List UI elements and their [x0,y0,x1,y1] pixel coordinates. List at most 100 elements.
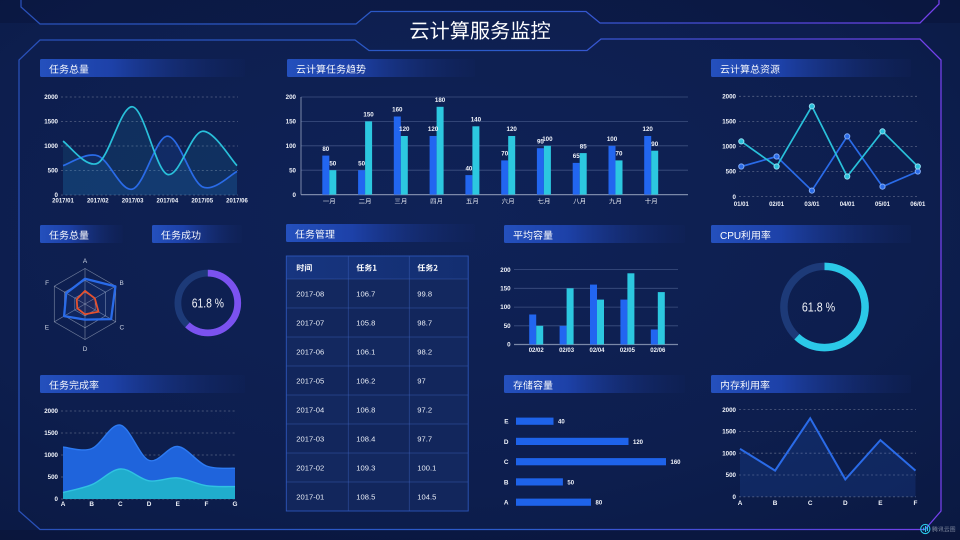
svg-text:105.8: 105.8 [356,318,375,327]
svg-text:2017-05: 2017-05 [296,376,324,385]
svg-text:100: 100 [607,136,618,143]
svg-text:120: 120 [428,126,439,133]
svg-text:104.5: 104.5 [417,492,436,501]
svg-text:2017-06: 2017-06 [296,347,324,356]
svg-text:2017-04: 2017-04 [296,405,324,414]
svg-text:2017/03: 2017/03 [122,198,144,204]
svg-text:50: 50 [567,480,574,486]
svg-text:D: D [147,501,152,508]
svg-text:150: 150 [500,286,511,293]
svg-text:106.7: 106.7 [356,289,375,298]
svg-text:2017-02: 2017-02 [296,463,324,472]
svg-text:02/03: 02/03 [559,348,575,354]
svg-text:80: 80 [322,146,329,153]
svg-text:2017/01: 2017/01 [52,198,74,204]
svg-text:500: 500 [726,472,737,479]
svg-text:02/05: 02/05 [620,348,636,354]
svg-text:160: 160 [671,460,682,466]
svg-text:2000: 2000 [722,407,736,414]
svg-text:70: 70 [501,151,508,158]
svg-text:2017/05: 2017/05 [191,198,213,204]
svg-text:C: C [808,500,813,507]
svg-text:85: 85 [580,143,587,150]
svg-text:150: 150 [363,112,374,119]
svg-text:E: E [504,419,509,426]
svg-text:500: 500 [726,169,737,176]
svg-text:E: E [45,325,49,332]
svg-text:06/01: 06/01 [910,202,926,208]
svg-text:50: 50 [289,167,296,174]
svg-text:B: B [773,500,778,507]
svg-text:2000: 2000 [44,94,58,101]
svg-text:01/01: 01/01 [734,202,750,208]
svg-text:1500: 1500 [722,119,736,126]
svg-text:106.2: 106.2 [356,376,375,385]
svg-text:D: D [83,346,88,353]
svg-text:180: 180 [435,97,446,104]
svg-text:2017-03: 2017-03 [296,434,324,443]
svg-text:100: 100 [286,143,297,150]
svg-text:CPU: CPU [720,231,741,242]
svg-text:120: 120 [507,126,518,133]
svg-text:C: C [118,501,123,508]
svg-text:1500: 1500 [44,119,58,126]
svg-text:0: 0 [55,192,59,199]
svg-text:03/01: 03/01 [804,202,820,208]
svg-text:90: 90 [651,141,658,148]
svg-text:A: A [61,501,66,508]
svg-text:0: 0 [507,342,511,349]
svg-text:150: 150 [286,119,297,126]
svg-text:B: B [89,501,94,508]
svg-text:120: 120 [399,126,410,133]
svg-text:E: E [878,500,883,507]
svg-text:2017-07: 2017-07 [296,318,324,327]
svg-text:70: 70 [616,151,623,158]
svg-text:A: A [738,500,743,507]
svg-text:97.7: 97.7 [417,434,432,443]
svg-text:2017-08: 2017-08 [296,289,324,298]
svg-text:99.8: 99.8 [417,289,432,298]
svg-text:0: 0 [293,192,297,199]
svg-text:200: 200 [286,94,297,101]
svg-text:140: 140 [471,117,482,124]
svg-text:D: D [504,439,509,446]
svg-text:95: 95 [537,138,544,145]
svg-text:98.2: 98.2 [417,347,432,356]
svg-text:109.3: 109.3 [356,463,375,472]
svg-text:1000: 1000 [722,450,736,457]
svg-text:02/02: 02/02 [529,348,545,354]
svg-text:108.4: 108.4 [356,434,375,443]
svg-text:98.7: 98.7 [417,318,432,327]
svg-text:02/01: 02/01 [769,202,785,208]
svg-text:0: 0 [733,494,737,501]
svg-text:50: 50 [504,323,511,330]
svg-text:F: F [45,280,49,287]
svg-text:120: 120 [633,440,644,446]
svg-text:F: F [914,500,918,507]
svg-text:2000: 2000 [722,94,736,101]
svg-text:100.1: 100.1 [417,463,436,472]
svg-text:61.8 %: 61.8 % [802,300,836,315]
svg-text:05/01: 05/01 [875,202,891,208]
svg-text:160: 160 [392,107,403,114]
svg-text:65: 65 [573,153,580,160]
svg-text:97.2: 97.2 [417,405,432,414]
svg-text:108.5: 108.5 [356,492,375,501]
svg-text:500: 500 [48,474,59,481]
svg-text:2017/06: 2017/06 [226,198,248,204]
svg-text:2017-01: 2017-01 [296,492,324,501]
svg-text:106.1: 106.1 [356,347,375,356]
svg-text:B: B [119,280,123,287]
svg-text:500: 500 [48,168,59,175]
svg-text:100: 100 [542,136,553,143]
svg-text:C: C [119,325,124,332]
svg-text:106.8: 106.8 [356,405,375,414]
svg-text:02/06: 02/06 [650,348,666,354]
svg-text:2017/02: 2017/02 [87,198,109,204]
svg-text:C: C [504,459,509,466]
svg-text:02/04: 02/04 [589,348,605,354]
svg-text:0: 0 [55,496,59,503]
svg-text:80: 80 [596,501,603,507]
svg-text:200: 200 [500,267,511,274]
svg-text:2017/04: 2017/04 [157,198,179,204]
